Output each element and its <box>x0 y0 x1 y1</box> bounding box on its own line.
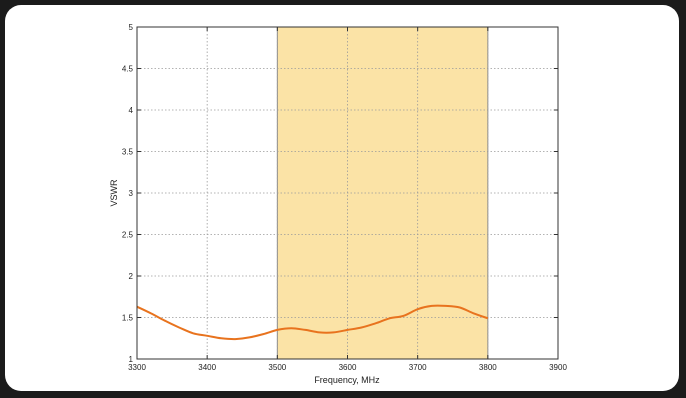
x-tick-label: 3300 <box>128 363 146 372</box>
y-tick-label: 1 <box>129 355 134 364</box>
y-tick-label: 3 <box>129 189 134 198</box>
x-tick-label: 3500 <box>268 363 286 372</box>
x-tick-label: 3900 <box>549 363 567 372</box>
y-tick-label: 1.5 <box>122 314 134 323</box>
x-tick-label: 3600 <box>339 363 357 372</box>
y-tick-label: 2.5 <box>122 231 134 240</box>
y-tick-label: 3.5 <box>122 148 134 157</box>
x-axis-label: Frequency, MHz <box>314 375 380 385</box>
x-tick-label: 3700 <box>409 363 427 372</box>
y-tick-label: 4.5 <box>122 65 134 74</box>
y-axis-label: VSWR <box>109 179 119 207</box>
x-tick-label: 3800 <box>479 363 497 372</box>
x-tick-label: 3400 <box>198 363 216 372</box>
y-tick-label: 5 <box>129 23 134 32</box>
y-tick-label: 4 <box>129 106 134 115</box>
y-tick-label: 2 <box>129 272 134 281</box>
